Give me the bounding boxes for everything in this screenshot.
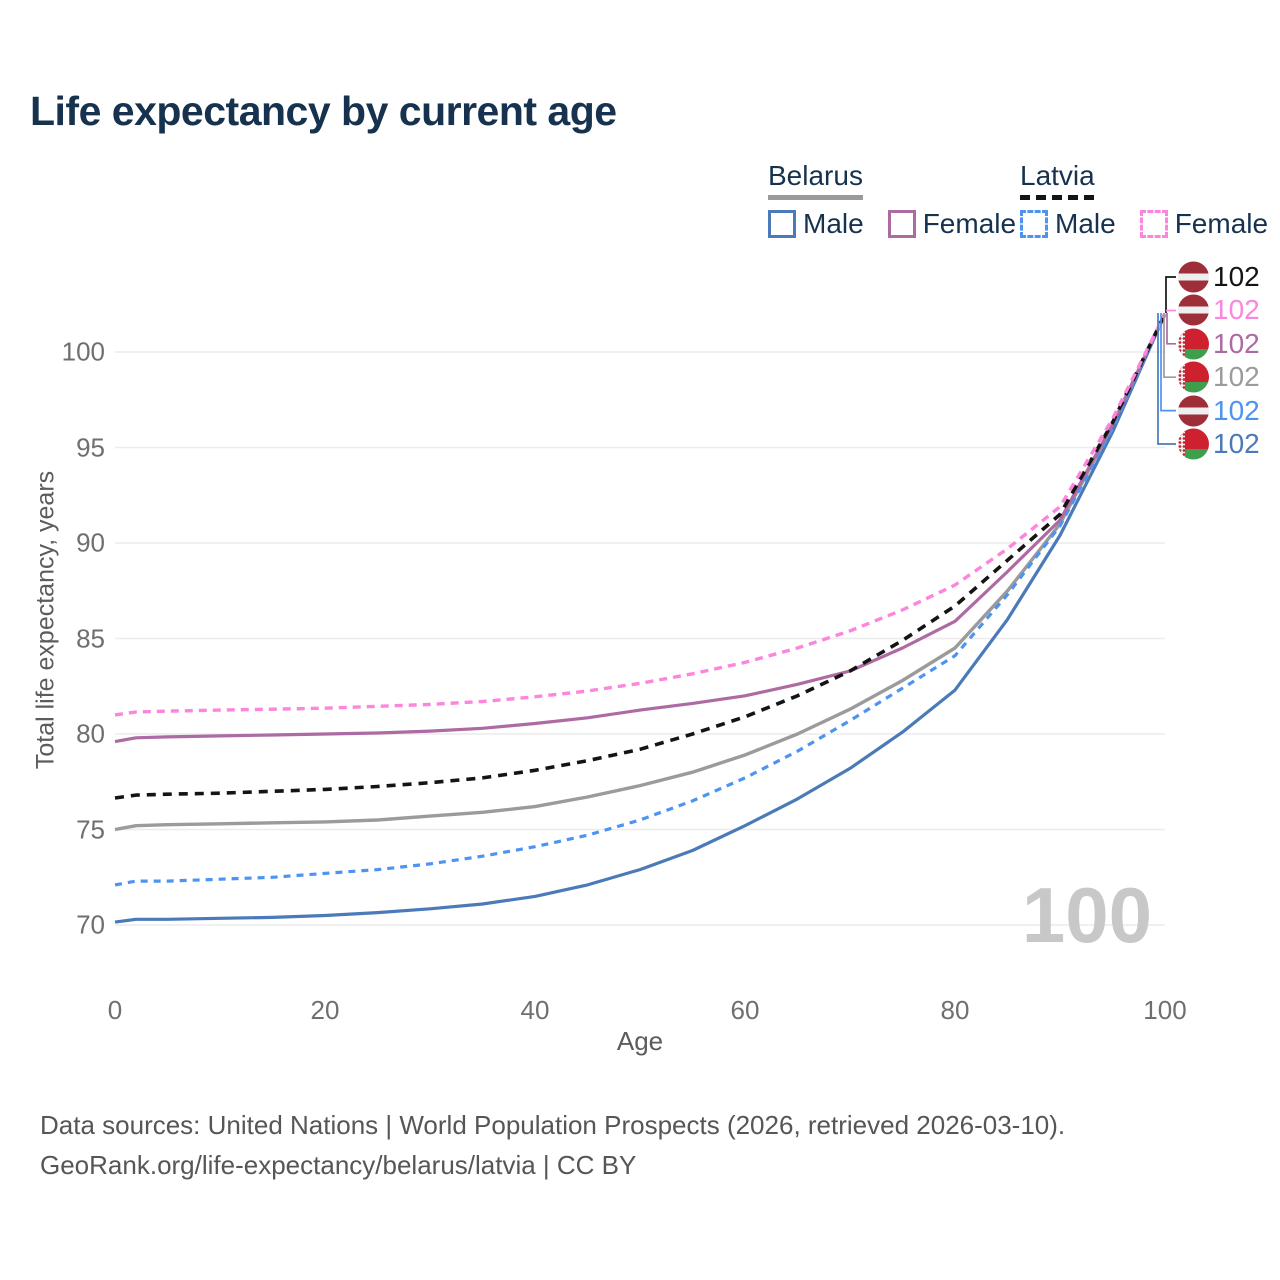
leader-line-belarus-male [1157, 313, 1176, 445]
y-tick-label-80: 80 [76, 718, 105, 749]
legend-group-latvia: Latvia Male Female [1020, 160, 1268, 240]
x-tick-label-20: 20 [310, 995, 340, 1025]
legend-item-belarus-female[interactable]: Female [887, 208, 1017, 240]
legend-country-label[interactable]: Latvia [1020, 160, 1095, 200]
leader-line-latvia-male [1160, 313, 1176, 412]
x-tick-label-80: 80 [940, 995, 970, 1025]
endpoint-value-latvia: 102 [1213, 261, 1260, 292]
y-tick-label-75: 75 [76, 814, 105, 844]
x-tick-label-60: 60 [730, 995, 760, 1025]
legend-item-belarus-male[interactable]: Male [768, 208, 864, 240]
series-line-latvia[interactable] [114, 313, 1167, 800]
age-frame-watermark: 100 [1021, 871, 1152, 959]
legend-item-latvia-female[interactable]: Female [1139, 208, 1269, 240]
belarus-flag-icon [1178, 361, 1209, 393]
legend-item-label: Female [922, 208, 1017, 239]
legend-group-belarus: Belarus Male Female [768, 160, 1016, 240]
leader-line-belarus [1163, 313, 1176, 379]
y-tick-label-70: 70 [76, 909, 105, 940]
chart-title: Life expectancy by current age [30, 88, 617, 134]
endpoint-value-belarus: 102 [1213, 361, 1260, 393]
legend-item-label: Male [803, 208, 864, 239]
leader-line-latvia [1165, 276, 1176, 313]
x-tick-label-100: 100 [1143, 995, 1187, 1025]
legend-swatch-icon [768, 210, 796, 238]
y-tick-label-95: 95 [76, 432, 105, 462]
series-line-belarus-male[interactable] [114, 313, 1167, 924]
legend-country-linestyle-swatch [1020, 195, 1095, 200]
series-line-latvia-male[interactable] [114, 313, 1167, 887]
legend-country-label[interactable]: Belarus [768, 160, 863, 200]
series-line-belarus[interactable] [114, 313, 1167, 832]
x-tick-label-40: 40 [520, 995, 550, 1025]
footer-attribution-link[interactable]: GeoRank.org/life-expectancy/belarus/latv… [40, 1150, 637, 1180]
legend-item-label: Female [1174, 208, 1269, 239]
endpoint-value-latvia-male: 102 [1213, 394, 1260, 426]
endpoint-value-latvia-female: 102 [1213, 294, 1260, 326]
latvia-flag-icon [1178, 395, 1209, 427]
belarus-flag-icon [1178, 328, 1209, 360]
legend-swatch-icon [887, 210, 916, 238]
y-tick-label-85: 85 [76, 623, 105, 653]
endpoint-value-belarus-female: 102 [1213, 327, 1260, 359]
y-axis-label: Total life expectancy, years [31, 470, 60, 770]
y-tick-label-90: 90 [76, 527, 105, 558]
legend-item-label: Male [1055, 208, 1116, 239]
x-tick-label-0: 0 [107, 995, 123, 1025]
legend-country-linestyle-swatch [768, 195, 863, 200]
endpoint-value-belarus-male: 102 [1213, 428, 1260, 459]
legend-item-latvia-male[interactable]: Male [1020, 208, 1116, 240]
legend-swatch-icon [1139, 210, 1168, 238]
footer-data-sources: Data sources: United Nations | World Pop… [40, 1110, 1066, 1140]
series-line-latvia-female[interactable] [114, 313, 1167, 717]
legend-swatch-icon [1020, 210, 1048, 238]
y-tick-label-100: 100 [61, 336, 105, 367]
latvia-flag-icon [1178, 294, 1209, 326]
x-axis-label: Age [616, 1026, 664, 1056]
latvia-flag-icon [1178, 261, 1209, 293]
leader-line-belarus-female [1166, 313, 1176, 345]
series-line-belarus-female[interactable] [114, 313, 1167, 744]
belarus-flag-icon [1178, 428, 1209, 460]
